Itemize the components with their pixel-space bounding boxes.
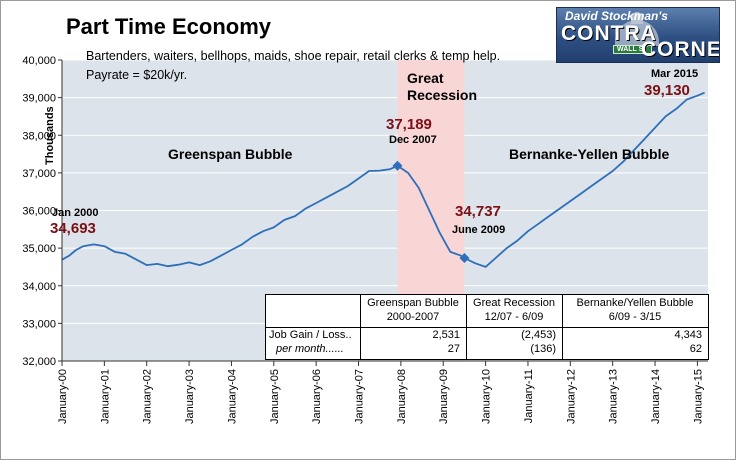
contra-corner-logo: David Stockman's CONTRA WALL ST CORNER <box>556 7 720 63</box>
x-tick-label: January-02 <box>142 369 154 424</box>
chart-subtitle: Bartenders, waiters, bellhops, maids, sh… <box>86 49 501 63</box>
y-tick-label: 39,000 <box>22 93 56 105</box>
logo-word-contra: CONTRA <box>561 22 657 45</box>
annotation-jan-2000-value: 34,693 <box>50 220 96 237</box>
table-header-recession-period: 12/07 - 6/09 <box>484 311 544 323</box>
x-tick-label: January-15 <box>692 369 704 424</box>
highlight-point-marker <box>459 253 470 264</box>
x-tick-label: January-12 <box>565 369 577 424</box>
annotation-june-2009-value: 34,737 <box>455 203 501 220</box>
table-cell: 2,531 <box>432 329 460 341</box>
x-tick-label: January-03 <box>184 369 196 424</box>
table-row-label-per-month: per month...... <box>276 343 344 355</box>
y-tick-label: 37,000 <box>22 168 56 180</box>
y-axis-label: Thousands <box>44 106 56 165</box>
table-cell: 62 <box>689 343 702 355</box>
annotation-mar-2015-value: 39,130 <box>644 82 690 99</box>
x-tick-label: January-04 <box>226 369 238 424</box>
annotation-greenspan-bubble: Greenspan Bubble <box>168 146 293 162</box>
annotation-june-2009-label: June 2009 <box>452 224 506 236</box>
x-tick-label: January-10 <box>481 369 493 424</box>
x-tick-label: January-00 <box>57 369 69 424</box>
annotation-mar-2015-label: Mar 2015 <box>651 68 699 80</box>
chart-title: Part Time Economy <box>66 14 271 39</box>
x-tick-label: January-06 <box>311 369 323 424</box>
logo-word-corner: CORNER <box>641 38 719 61</box>
logo-street-sign: WALL ST <box>613 45 652 54</box>
table-header-bernanke-yellen: Bernanke/Yellen Bubble <box>576 297 694 309</box>
annotation-dec-2007-value: 37,189 <box>386 116 432 133</box>
chart-subtitle-payrate: Payrate = $20k/yr. <box>86 68 188 82</box>
table-cell: (136) <box>530 343 556 355</box>
annotation-great-recession-line2: Recession <box>407 87 478 103</box>
x-tick-label: January-09 <box>438 369 450 424</box>
x-tick-label: January-14 <box>650 369 662 424</box>
annotation-jan-2000-label: Jan 2000 <box>52 207 99 219</box>
y-tick-label: 33,000 <box>22 318 56 330</box>
x-tick-label: January-13 <box>608 369 620 424</box>
x-tick-label: January-05 <box>269 369 281 424</box>
annotation-dec-2007-label: Dec 2007 <box>389 134 437 146</box>
y-tick-label: 38,000 <box>22 130 56 142</box>
x-tick-label: January-11 <box>523 369 535 423</box>
table-header-greenspan: Greenspan Bubble <box>367 297 459 309</box>
y-tick-label: 34,000 <box>22 281 56 293</box>
table-cell: 4,343 <box>674 329 702 341</box>
annotation-great-recession-line1: Great <box>407 70 444 86</box>
logo-byline: David Stockman's <box>565 9 668 23</box>
table-header-greenspan-period: 2000-2007 <box>386 311 440 323</box>
highlight-point-marker <box>392 160 403 171</box>
table-header-bernanke-yellen-period: 6/09 - 3/15 <box>608 311 662 323</box>
y-tick-label: 36,000 <box>22 206 56 218</box>
summary-table: Greenspan Bubble 2000-2007 Great Recessi… <box>265 294 709 360</box>
table-row-label-job-gain: Job Gain / Loss.. <box>269 329 352 341</box>
table-cell: (2,453) <box>521 329 556 341</box>
series-line <box>61 91 705 268</box>
annotation-bernanke-yellen-bubble: Bernanke-Yellen Bubble <box>509 146 670 162</box>
x-tick-label: January-07 <box>354 369 366 424</box>
table-header-recession: Great Recession <box>473 297 555 309</box>
x-tick-label: January-01 <box>99 369 111 424</box>
table-divider <box>266 327 708 328</box>
y-tick-label: 32,000 <box>22 356 56 368</box>
y-tick-label: 40,000 <box>22 55 56 67</box>
x-tick-label: January-08 <box>396 369 408 424</box>
y-tick-label: 35,000 <box>22 243 56 255</box>
table-cell: 27 <box>447 343 460 355</box>
